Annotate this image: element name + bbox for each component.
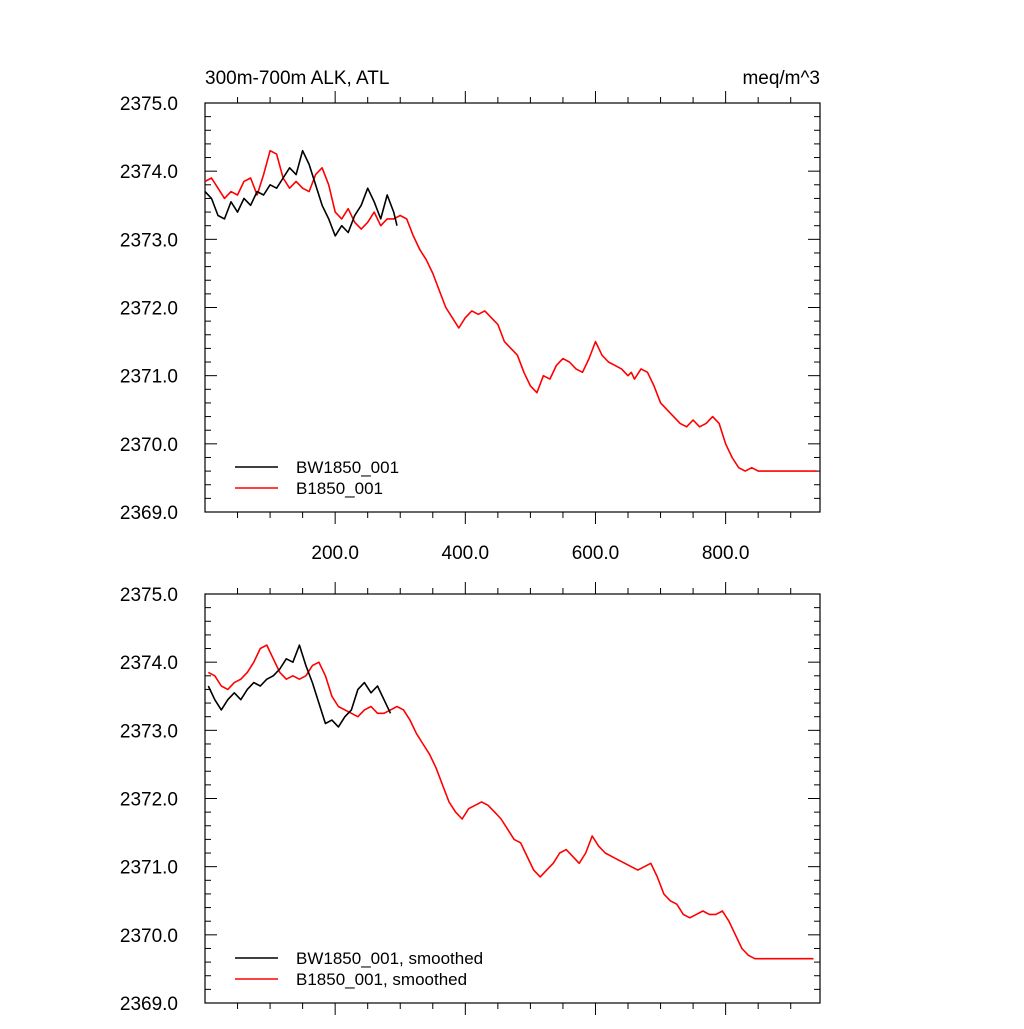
bottom-panel: 2369.0 2370.0 2371.0 2372.0 2373.0 2374.0 2375… xyxy=(120,582,821,1015)
plot-frame xyxy=(204,593,821,1004)
legend-label: B1850_001 xyxy=(296,479,383,498)
y-tick-label: 2372.0 xyxy=(120,790,178,811)
series-line-b1850-001 xyxy=(205,149,817,472)
series-line-b1850-001-smoothed xyxy=(207,644,814,960)
chart-title: 300m-700m ALK, ATL xyxy=(205,68,389,89)
y-tick-label: 2374.0 xyxy=(120,162,178,183)
x-tick-label: 600.0 xyxy=(572,543,620,564)
legend-label: BW1850_001 xyxy=(296,458,399,477)
y-tick-label: 2369.0 xyxy=(120,503,178,524)
x-tick-label: 800.0 xyxy=(702,543,750,564)
y-tick-label: 2371.0 xyxy=(120,858,178,879)
top-panel: 2369.0 2370.0 2371.0 2372.0 2373.0 2374.0 2375… xyxy=(120,91,821,564)
legend-label: BW1850_001, smoothed xyxy=(296,949,483,968)
y-tick-label: 2372.0 xyxy=(120,299,178,320)
units-label: meq/m^3 xyxy=(742,68,820,89)
y-tick-label: 2374.0 xyxy=(120,653,178,674)
series-line-bw1850-001-smoothed xyxy=(207,644,392,728)
x-tick-label: 200.0 xyxy=(311,543,359,564)
plot-frame xyxy=(204,102,821,513)
x-tick-label: 400.0 xyxy=(442,543,490,564)
y-tick-label: 2371.0 xyxy=(120,367,178,388)
series-line-bw1850-001 xyxy=(205,149,398,237)
y-tick-label: 2373.0 xyxy=(120,721,178,742)
y-tick-label: 2370.0 xyxy=(120,926,178,947)
legend-label: B1850_001, smoothed xyxy=(296,970,467,989)
y-tick-label: 2369.0 xyxy=(120,994,178,1015)
y-tick-label: 2373.0 xyxy=(120,230,178,251)
y-tick-label: 2375.0 xyxy=(120,94,178,115)
y-tick-label: 2375.0 xyxy=(120,585,178,606)
y-tick-label: 2370.0 xyxy=(120,435,178,456)
